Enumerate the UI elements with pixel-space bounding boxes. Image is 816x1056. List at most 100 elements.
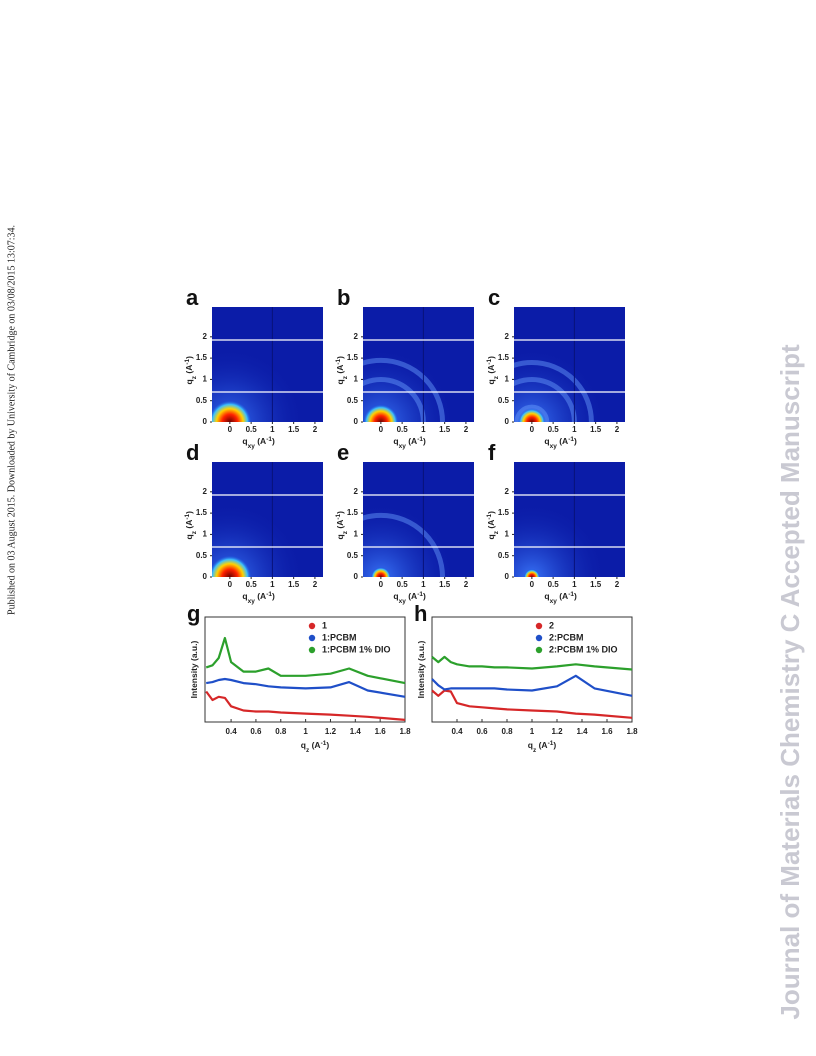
y-axis-label-part: (A xyxy=(335,365,345,376)
legend-marker xyxy=(308,622,316,630)
scattering-image xyxy=(363,462,474,577)
y-tick-label: 1 xyxy=(354,530,359,539)
y-tick-label: 1 xyxy=(505,530,510,539)
x-tick-label: 2 xyxy=(464,425,469,434)
panel-label: f xyxy=(488,440,496,465)
x-axis-label-part: q xyxy=(528,740,533,750)
legend-label: 1:PCBM xyxy=(322,632,357,642)
x-tick-label: 0 xyxy=(379,425,384,434)
y-tick-label: 2 xyxy=(505,487,510,496)
diffuse-glow xyxy=(514,502,607,577)
scattering-image xyxy=(212,462,323,577)
x-tick-label: 1 xyxy=(303,727,308,736)
x-axis-label-part: q xyxy=(301,740,306,750)
y-tick-label: 1.5 xyxy=(347,508,359,517)
panel-label: a xyxy=(186,285,199,310)
scattering-image xyxy=(514,307,625,422)
x-tick-label: 1.2 xyxy=(551,727,563,736)
x-axis-label-part: ) xyxy=(326,740,329,750)
x-axis-label-part: (A xyxy=(557,591,568,601)
series-line xyxy=(431,674,633,697)
y-axis-label: qz (A-1) xyxy=(335,511,349,540)
x-axis-label-part: -1 xyxy=(321,740,327,747)
diffraction-ring xyxy=(514,359,594,422)
x-tick-label: 2 xyxy=(615,580,620,589)
y-axis-label-part: q xyxy=(184,379,194,384)
diffraction-ring xyxy=(363,512,446,577)
legend-label: 2:PCBM xyxy=(549,632,584,642)
y-tick-label: 1.5 xyxy=(196,353,208,362)
legend-label: 2:PCBM 1% DIO xyxy=(549,644,618,654)
y-tick-label: 0 xyxy=(203,417,208,426)
x-axis-label-part: ) xyxy=(272,591,275,601)
x-tick-label: 0.8 xyxy=(275,727,287,736)
x-axis-label: qxy (A-1) xyxy=(393,591,426,605)
x-tick-label: 0.5 xyxy=(548,425,560,434)
panel-label: d xyxy=(186,440,199,465)
x-tick-label: 1.6 xyxy=(375,727,387,736)
scattering-image xyxy=(212,307,323,422)
y-tick-label: 2 xyxy=(354,332,359,341)
x-axis-label-part: ) xyxy=(272,436,275,446)
x-axis-label-part: (A xyxy=(406,591,417,601)
x-axis-label-part: xy xyxy=(399,598,407,605)
x-axis-label-part: (A xyxy=(309,740,320,750)
y-axis-label: qz (A-1) xyxy=(184,356,198,385)
journal-watermark: Journal of Materials Chemistry C Accepte… xyxy=(775,344,805,1020)
x-axis-label: qxy (A-1) xyxy=(242,591,275,605)
x-tick-label: 2 xyxy=(313,580,318,589)
y-axis-label-part: (A xyxy=(184,365,194,376)
y-axis-label-part: -1 xyxy=(335,513,342,519)
y-axis-label-part: q xyxy=(335,379,345,384)
y-axis-label-part: q xyxy=(486,379,496,384)
y-axis-label-part: z xyxy=(493,375,500,379)
y-tick-label: 1.5 xyxy=(498,508,510,517)
beam-spot xyxy=(523,569,540,577)
y-tick-label: 0 xyxy=(505,572,510,581)
x-tick-label: 1.8 xyxy=(626,727,638,736)
y-axis-label-part: z xyxy=(191,375,198,379)
download-note: Published on 03 August 2015. Downloaded … xyxy=(6,225,17,615)
x-axis-label: qxy (A-1) xyxy=(393,436,426,450)
x-axis-label-part: xy xyxy=(399,443,407,450)
x-tick-label: 1.4 xyxy=(576,727,588,736)
y-tick-label: 2 xyxy=(203,332,208,341)
x-tick-label: 0.5 xyxy=(548,580,560,589)
x-axis-label-part: xy xyxy=(248,598,256,605)
y-tick-label: 2 xyxy=(203,487,208,496)
y-axis-label-part: (A xyxy=(486,520,496,531)
x-axis-label-part: -1 xyxy=(568,591,574,598)
x-axis-label-part: q xyxy=(242,436,247,446)
y-axis-label-part: -1 xyxy=(184,358,191,364)
legend-marker xyxy=(535,646,543,654)
x-axis-label: qxy (A-1) xyxy=(544,436,577,450)
beam-spot xyxy=(370,567,391,577)
beam-spot xyxy=(212,555,252,577)
x-axis-label-part: q xyxy=(544,436,549,446)
beam-spot xyxy=(517,408,546,422)
y-axis-label-part: ) xyxy=(486,356,496,359)
y-tick-label: 1.5 xyxy=(196,508,208,517)
y-axis-label-part: q xyxy=(335,534,345,539)
y-axis-label-part: ) xyxy=(184,356,194,359)
panel-label: g xyxy=(187,601,200,626)
y-tick-label: 1.5 xyxy=(347,353,359,362)
legend-marker xyxy=(308,634,316,642)
diffraction-ring xyxy=(514,404,550,422)
x-tick-label: 1.6 xyxy=(601,727,613,736)
scattering-image xyxy=(363,307,474,422)
x-tick-label: 1 xyxy=(572,425,577,434)
legend-marker xyxy=(535,622,543,630)
x-axis-label-part: q xyxy=(242,591,247,601)
x-tick-label: 1 xyxy=(421,580,426,589)
y-axis-label: Intensity (a.u.) xyxy=(189,641,199,699)
x-axis-label: qxy (A-1) xyxy=(242,436,275,450)
y-tick-label: 0.5 xyxy=(498,551,510,560)
x-tick-label: 1.8 xyxy=(399,727,411,736)
x-tick-label: 2 xyxy=(464,580,469,589)
x-axis-label: qxy (A-1) xyxy=(544,591,577,605)
panel-label: e xyxy=(337,440,349,465)
diffuse-glow xyxy=(514,347,607,422)
y-axis-label-part: ) xyxy=(335,511,345,514)
